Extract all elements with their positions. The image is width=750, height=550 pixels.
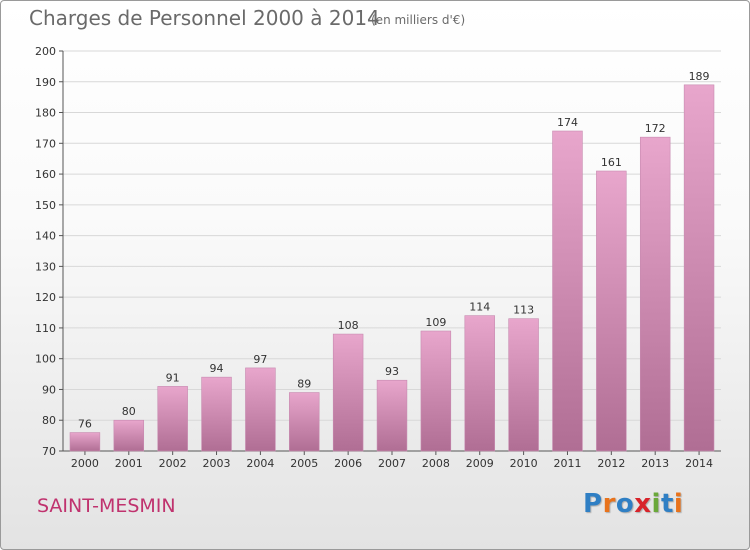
bar-value-label: 93 <box>385 365 399 378</box>
bar-2005 <box>289 392 320 452</box>
bar-value-label: 76 <box>78 418 92 431</box>
y-tick-label: 170 <box>35 137 56 150</box>
logo-letter: i <box>651 489 661 519</box>
x-tick-label: 2008 <box>422 457 450 470</box>
chart-title: Charges de Personnel 2000 à 2014 <box>29 6 380 30</box>
x-tick-label: 2011 <box>553 457 581 470</box>
bar-2004 <box>245 367 276 452</box>
x-tick-label: 2007 <box>378 457 406 470</box>
bars <box>69 84 715 452</box>
logo-letter: o <box>615 489 635 519</box>
x-tick-label: 2013 <box>641 457 669 470</box>
town-name: SAINT-MESMIN <box>37 495 176 517</box>
y-tick-label: 150 <box>35 199 56 212</box>
bar-2002 <box>157 386 188 452</box>
bar-2012 <box>596 170 627 452</box>
x-tick-label: 2005 <box>290 457 318 470</box>
bar-value-label: 97 <box>253 353 267 366</box>
bar-2007 <box>376 379 408 452</box>
y-tick-label: 140 <box>35 230 56 243</box>
bar-value-label: 113 <box>513 304 534 317</box>
x-tick-label: 2006 <box>334 457 362 470</box>
y-tick-label: 90 <box>42 383 56 396</box>
x-tick-label: 2003 <box>203 457 231 470</box>
x-tick-label: 2009 <box>466 457 494 470</box>
x-tick-label: 2002 <box>159 457 187 470</box>
bar-value-label: 108 <box>338 319 359 332</box>
y-tick-label: 70 <box>42 445 56 458</box>
y-tick-label: 110 <box>35 322 56 335</box>
x-tick-label: 2001 <box>115 457 143 470</box>
bar-2013 <box>639 136 671 452</box>
bar-2011 <box>552 130 583 452</box>
bar-2008 <box>420 330 452 452</box>
x-tick-label: 2010 <box>510 457 538 470</box>
bar-2003 <box>201 376 232 452</box>
logo-letter: x <box>634 489 652 519</box>
bar-2001 <box>113 419 145 452</box>
bar-2010 <box>508 318 539 452</box>
proxiti-logo[interactable]: Proxiti <box>583 489 683 519</box>
y-tick-label: 130 <box>35 260 56 273</box>
y-tick-label: 190 <box>35 76 56 89</box>
bar-value-label: 94 <box>210 362 224 375</box>
labels: 7080901001101201301401501601701801902007… <box>35 45 713 470</box>
bar-value-label: 161 <box>601 156 622 169</box>
logo-letter: t <box>660 489 674 519</box>
bar-value-label: 80 <box>122 405 136 418</box>
y-tick-label: 160 <box>35 168 56 181</box>
y-tick-label: 80 <box>42 414 56 427</box>
bar-value-label: 189 <box>689 70 710 83</box>
bar-2006 <box>332 333 364 452</box>
x-tick-label: 2014 <box>685 457 713 470</box>
bar-value-label: 172 <box>645 122 666 135</box>
bar-2009 <box>464 315 495 452</box>
y-tick-label: 180 <box>35 107 56 120</box>
bar-2000 <box>69 432 101 452</box>
y-tick-label: 100 <box>35 353 56 366</box>
x-tick-label: 2004 <box>246 457 274 470</box>
logo-letter: P <box>583 489 603 519</box>
logo-letter: r <box>602 489 616 519</box>
bar-value-label: 109 <box>425 316 446 329</box>
y-tick-label: 120 <box>35 291 56 304</box>
y-tick-label: 200 <box>35 45 56 58</box>
x-tick-label: 2000 <box>71 457 99 470</box>
bar-value-label: 89 <box>297 378 311 391</box>
bar-value-label: 114 <box>469 301 490 314</box>
x-tick-label: 2012 <box>597 457 625 470</box>
bar-value-label: 91 <box>166 371 180 384</box>
bar-2014 <box>683 84 715 452</box>
bar-value-label: 174 <box>557 116 578 129</box>
logo-letter: i <box>673 489 684 519</box>
chart-subtitle: (en milliers d'€) <box>371 13 466 27</box>
